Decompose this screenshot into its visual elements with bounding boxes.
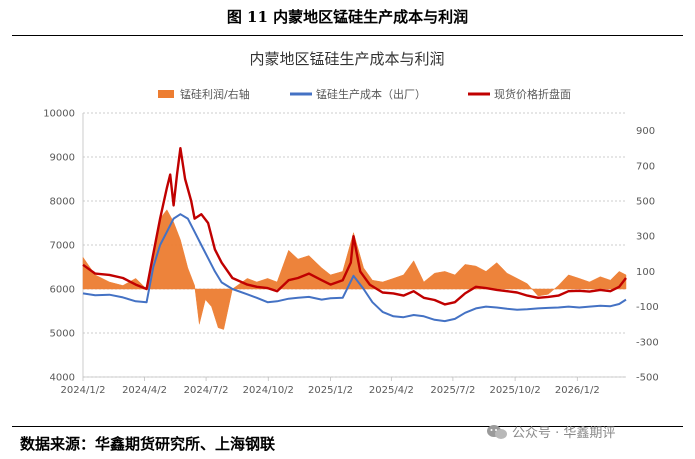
y-left-tick-label: 10000 [43, 109, 75, 120]
series-profit-area [82, 209, 627, 330]
chart: 内蒙地区锰硅生产成本与利润 4000 5000 6000 7000 8000 9000 100… [43, 50, 659, 396]
y-left-tick-label: 6000 [50, 285, 75, 296]
y-right-tick-label: 100 [636, 267, 655, 278]
x-tick-label: 2025/1/2 [308, 385, 353, 396]
series-cost-line [82, 213, 627, 323]
y-right-tick-label: -300 [636, 337, 659, 348]
legend-label: 锰硅利润/右轴 [180, 87, 250, 101]
x-tick-label: 2025/4/2 [369, 385, 414, 396]
x-tick-label: 2024/4/2 [122, 385, 167, 396]
x-tick-label: 2025/10/2 [489, 385, 540, 396]
x-tick-label: 2024/7/2 [184, 385, 229, 396]
y-right-tick-label: 900 [636, 126, 655, 137]
series-price-line [82, 147, 627, 306]
bottom-rule [12, 426, 683, 427]
y-left-tick-label: 4000 [50, 373, 75, 384]
x-tick-label: 2026/1/2 [555, 385, 600, 396]
y-left-tick-label: 7000 [50, 241, 75, 252]
wechat-icon [487, 424, 507, 439]
legend-swatch-profit [158, 90, 174, 98]
x-tick-label: 2025/7/2 [430, 385, 475, 396]
y-right-tick-label: 300 [636, 232, 655, 243]
y-right-tick-label: 700 [636, 161, 655, 172]
top-rule [12, 35, 683, 36]
y-left-tick-label: 5000 [50, 329, 75, 340]
y-right-tick-label: -100 [636, 302, 659, 313]
y-left-tick-label: 8000 [50, 197, 75, 208]
source-note: 数据来源：华鑫期货研究所、上海钢联 [20, 435, 276, 453]
watermark-text: 公众号 · 华鑫期评 [512, 426, 616, 441]
x-tick-label: 2024/1/2 [61, 385, 106, 396]
figure-title: 图 11 内蒙地区锰硅生产成本与利润 [226, 8, 469, 26]
legend-label: 锰硅生产成本（出厂） [316, 87, 426, 101]
y-right-tick-label: -500 [636, 373, 659, 384]
x-tick-label: 2024/10/2 [243, 385, 294, 396]
chart-title: 内蒙地区锰硅生产成本与利润 [249, 50, 444, 68]
y-left-tick-label: 9000 [50, 153, 75, 164]
y-right-tick-label: 500 [636, 197, 655, 208]
legend-label: 现货价格折盘面 [494, 87, 571, 101]
watermark: 公众号 · 华鑫期评 [486, 422, 615, 441]
